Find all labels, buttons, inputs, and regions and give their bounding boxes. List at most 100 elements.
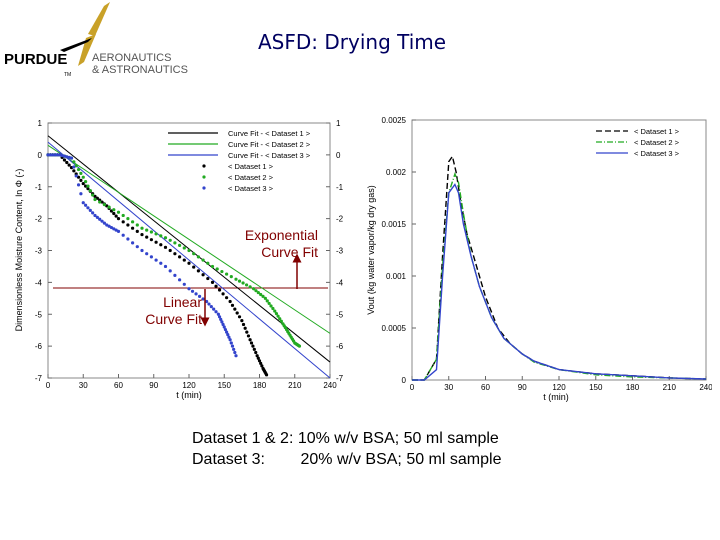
data-point-dataset-3: [112, 227, 116, 231]
data-point-dataset-3: [223, 327, 228, 332]
data-point-dataset-2: [201, 258, 205, 262]
data-point-dataset-1: [251, 344, 255, 348]
x-tick-label: 120: [552, 383, 566, 392]
x-axis-label: t (min): [543, 392, 569, 402]
legend-label: < Dataset 1 >: [228, 162, 274, 171]
data-point-dataset-1: [233, 307, 237, 311]
data-point-dataset-3: [154, 258, 158, 262]
y-tick-label-right: -7: [336, 374, 344, 383]
x-tick-label: 30: [444, 383, 453, 392]
data-point-dataset-2: [261, 294, 265, 298]
data-point-dataset-3: [72, 165, 76, 169]
data-point-dataset-3: [76, 183, 81, 187]
x-tick-label: 60: [481, 383, 490, 392]
data-point-dataset-1: [105, 204, 109, 208]
data-point-dataset-3: [221, 322, 225, 327]
data-point-dataset-1: [248, 338, 252, 342]
data-point-dataset-3: [217, 315, 222, 319]
data-point-dataset-2: [131, 220, 135, 224]
data-point-dataset-1: [249, 341, 254, 345]
data-point-dataset-3: [55, 153, 60, 157]
note-line-1: Dataset 1 & 2: 10% w/v BSA; 50 ml sample: [192, 430, 499, 447]
data-point-dataset-3: [91, 211, 95, 215]
y-tick-label-right: 1: [336, 119, 341, 128]
data-point-dataset-3: [51, 153, 55, 157]
x-tick-label: 180: [253, 381, 267, 390]
y-tick-label: -7: [35, 374, 43, 383]
data-point-dataset-3: [212, 307, 216, 311]
data-point-dataset-1: [225, 296, 229, 300]
data-point-dataset-1: [243, 326, 247, 330]
data-point-dataset-3: [220, 320, 224, 324]
data-point-dataset-1: [65, 160, 69, 165]
data-point-dataset-1: [260, 364, 264, 368]
data-point-dataset-2: [116, 210, 121, 214]
data-point-dataset-1: [131, 226, 135, 230]
data-point-dataset-1: [135, 229, 139, 233]
x-tick-label: 0: [46, 381, 51, 390]
y-tick-label-right: -3: [336, 247, 344, 256]
data-point-dataset-2: [244, 283, 249, 287]
data-point-dataset-1: [228, 299, 232, 304]
data-point-dataset-2: [182, 246, 186, 250]
data-point-dataset-2: [121, 213, 125, 218]
legend-swatch: [202, 175, 206, 179]
data-point-dataset-3: [225, 330, 229, 334]
data-point-dataset-3: [233, 350, 237, 355]
data-point-dataset-2: [98, 200, 102, 204]
data-point-dataset-1: [163, 245, 168, 249]
data-point-dataset-2: [93, 197, 97, 202]
data-point-dataset-1: [256, 356, 260, 360]
data-point-dataset-1: [140, 232, 144, 237]
data-point-dataset-3: [102, 221, 106, 225]
data-point-dataset-2: [273, 309, 277, 313]
y-tick-label: -3: [35, 247, 43, 256]
data-point-dataset-1: [246, 334, 251, 338]
data-point-dataset-1: [84, 184, 88, 188]
data-point-dataset-2: [265, 299, 269, 303]
data-point-dataset-1: [254, 350, 258, 355]
data-point-dataset-1: [67, 163, 71, 167]
data-point-dataset-1: [214, 284, 218, 288]
data-point-dataset-3: [205, 299, 209, 304]
series-line-dataset-3: [412, 183, 707, 381]
data-point-dataset-3: [69, 156, 74, 160]
data-point-dataset-3: [131, 241, 135, 245]
data-point-dataset-3: [201, 297, 205, 301]
data-point-dataset-2: [145, 228, 149, 232]
data-point-dataset-3: [135, 245, 139, 249]
dataset-notes: Dataset 1 & 2: 10% w/v BSA; 50 ml sample…: [192, 428, 501, 470]
logo-wing-upper: [88, 2, 110, 36]
data-point-dataset-3: [107, 224, 111, 228]
data-point-dataset-2: [259, 292, 263, 297]
data-point-dataset-2: [168, 238, 172, 242]
legend-swatch: [202, 186, 206, 190]
data-point-dataset-3: [126, 237, 130, 241]
data-point-dataset-3: [86, 206, 90, 210]
data-point-dataset-3: [163, 264, 168, 269]
data-point-dataset-2: [263, 296, 267, 300]
data-point-dataset-1: [182, 258, 186, 262]
y-axis-label: Vout (kg water vapor/kg dry gas): [366, 185, 376, 315]
data-point-dataset-2: [241, 281, 245, 285]
logo-line2-text: & ASTRONAUTICS: [92, 64, 188, 76]
y-tick-label: 0.0025: [382, 116, 407, 125]
data-point-dataset-3: [109, 225, 114, 230]
x-tick-label: 240: [699, 383, 712, 392]
data-point-dataset-3: [53, 153, 57, 157]
data-point-dataset-2: [248, 285, 252, 289]
data-point-dataset-1: [173, 252, 177, 256]
data-point-dataset-3: [209, 305, 213, 309]
data-point-dataset-2: [215, 267, 219, 271]
data-point-dataset-2: [267, 301, 271, 306]
data-point-dataset-2: [163, 236, 168, 240]
data-point-dataset-1: [255, 354, 259, 358]
data-point-dataset-1: [257, 359, 262, 363]
data-point-dataset-3: [219, 317, 223, 321]
data-point-dataset-1: [81, 181, 85, 186]
data-point-dataset-3: [116, 229, 121, 233]
y-tick-label: -5: [35, 310, 43, 319]
y-tick-label-right: -5: [336, 310, 344, 319]
x-axis-label: t (min): [176, 390, 202, 400]
data-point-dataset-2: [74, 164, 78, 168]
